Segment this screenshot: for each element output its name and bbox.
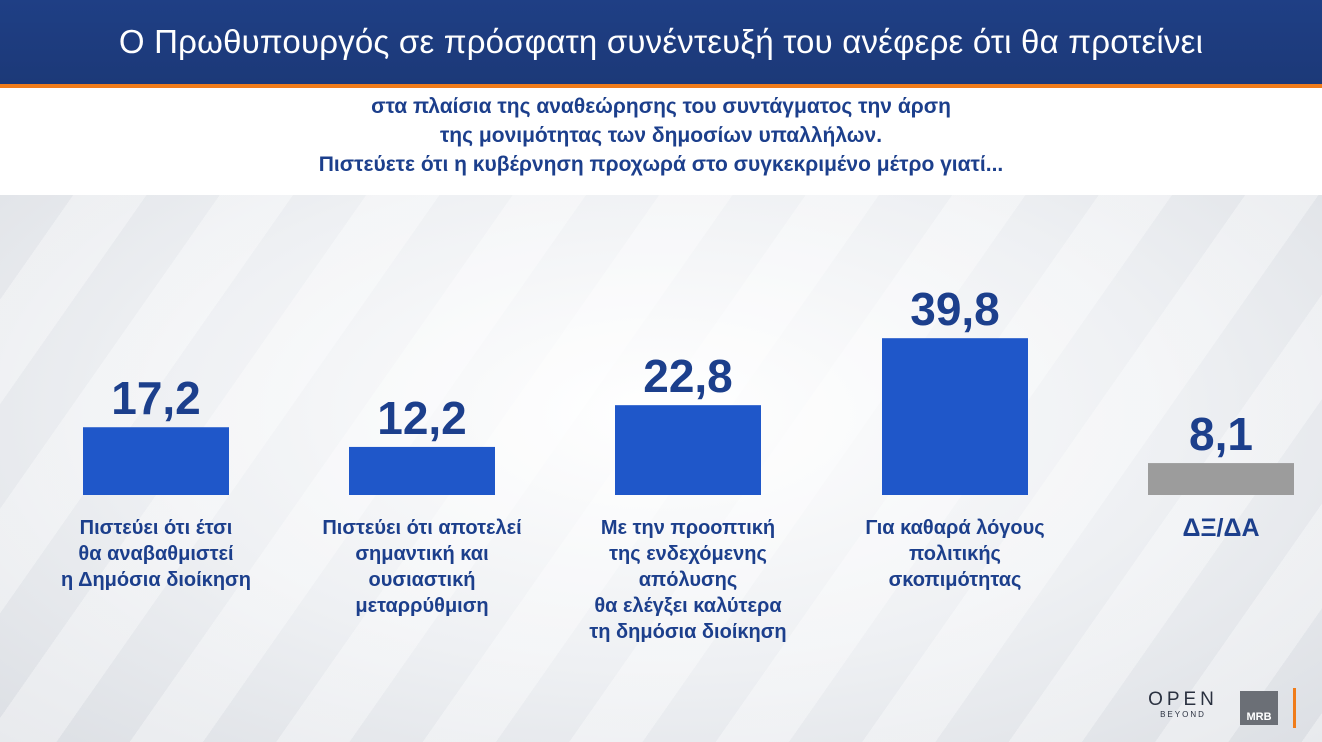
bar-2 bbox=[349, 446, 495, 495]
question-line-2: της μονιμότητας των δημοσίων υπαλλήλων. bbox=[439, 124, 883, 147]
value-label-4: 39,8 bbox=[910, 283, 1000, 335]
logo-divider-line bbox=[1293, 688, 1296, 728]
bar-5 bbox=[1148, 463, 1294, 495]
open-logo: OPEN BEYOND bbox=[1144, 690, 1222, 720]
category-label-2-line-4: μεταρρύθμιση bbox=[355, 595, 489, 617]
category-label-4: Για καθαρά λόγους πολιτικής σκοπιμότητας bbox=[820, 515, 1090, 593]
value-label-1: 17,2 bbox=[111, 372, 201, 424]
header-accent-line bbox=[0, 84, 1322, 88]
headline-title: Ο Πρωθυπουργός σε πρόσφατη συνέντευξή το… bbox=[118, 23, 1204, 60]
category-label-1-line-1: Πιστεύει ότι έτσι bbox=[79, 517, 233, 539]
header-bar bbox=[0, 0, 1322, 84]
open-logo-sub: BEYOND bbox=[1160, 710, 1206, 719]
category-label-4-line-1: Για καθαρά λόγους bbox=[865, 517, 1045, 539]
value-label-2: 12,2 bbox=[377, 392, 467, 444]
category-label-3-line-2: της ενδεχόμενης bbox=[609, 543, 767, 565]
category-label-4-line-2: πολιτικής bbox=[909, 543, 1001, 565]
category-label-4-line-3: σκοπιμότητας bbox=[888, 569, 1022, 591]
category-label-1-line-2: θα αναβαθμιστεί bbox=[78, 543, 234, 565]
open-logo-main: OPEN bbox=[1148, 689, 1218, 710]
bar-3 bbox=[615, 405, 761, 495]
question-text: στα πλαίσια της αναθεώρησης του συντάγμα… bbox=[0, 92, 1322, 179]
category-label-1: Πιστεύει ότι έτσι θα αναβαθμιστεί η Δημόσι… bbox=[21, 515, 291, 593]
value-label-3: 22,8 bbox=[643, 350, 733, 402]
category-label-2: Πιστεύει ότι αποτελεί σημαντική και ουσιασ… bbox=[287, 515, 557, 619]
category-label-1-line-3: η Δημόσια διοίκηση bbox=[61, 569, 251, 591]
category-label-2-line-3: ουσιαστική bbox=[368, 569, 476, 591]
category-label-2-line-1: Πιστεύει ότι αποτελεί bbox=[322, 517, 522, 539]
category-label-3-line-1: Με την προοπτική bbox=[600, 517, 776, 539]
category-label-3-line-5: τη δημόσια διοίκηση bbox=[589, 621, 787, 643]
category-label-5-line-1: ΔΞ/ΔΑ bbox=[1182, 514, 1260, 542]
value-label-5: 8,1 bbox=[1189, 408, 1253, 460]
category-label-3-line-4: θα ελέγξει καλύτερα bbox=[594, 595, 782, 617]
question-line-3: Πιστεύετε ότι η κυβέρνηση προχωρά στο συ… bbox=[318, 153, 1004, 176]
mrb-logo: MRB bbox=[1240, 691, 1278, 725]
category-label-3-line-3: απόλυσης bbox=[638, 569, 738, 591]
bar-4 bbox=[882, 338, 1028, 495]
category-label-2-line-2: σημαντική και bbox=[355, 543, 489, 565]
bar-1 bbox=[83, 427, 229, 495]
question-line-1: στα πλαίσια της αναθεώρησης του συντάγμα… bbox=[371, 95, 951, 118]
category-label-5: ΔΞ/ΔΑ bbox=[1086, 515, 1322, 541]
category-label-3: Με την προοπτική της ενδεχόμενης απόλυσης θ… bbox=[553, 515, 823, 645]
